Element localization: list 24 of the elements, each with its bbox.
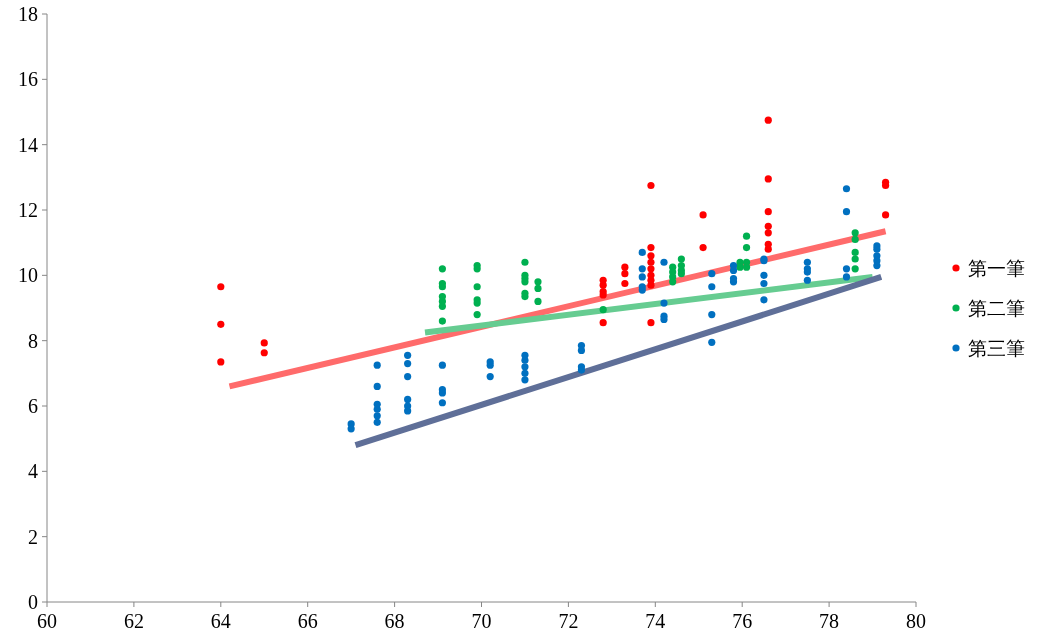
y-tick-label: 16: [18, 68, 38, 91]
x-tick-label: 80: [906, 610, 926, 632]
x-tick-label: 60: [37, 610, 57, 632]
y-tick-label: 10: [18, 264, 38, 287]
legend-label: 第三筆: [968, 337, 1025, 359]
y-tick-label: 0: [28, 591, 38, 613]
y-tick-label: 8: [28, 329, 38, 352]
x-tick-label: 72: [558, 610, 579, 632]
y-tick-label: 18: [18, 3, 38, 25]
x-tick-label: 64: [210, 610, 231, 632]
x-tick-label: 62: [123, 610, 144, 632]
legend-label: 第一筆: [968, 257, 1025, 279]
y-tick-label: 12: [18, 199, 38, 221]
x-tick-label: 74: [645, 610, 666, 632]
legend-label: 第二筆: [968, 297, 1025, 319]
x-tick-label: 76: [732, 610, 753, 632]
x-tick-label: 66: [297, 610, 318, 632]
y-tick-label: 4: [28, 460, 38, 483]
y-tick-label: 14: [18, 133, 38, 156]
x-tick-label: 68: [384, 610, 405, 632]
y-tick-label: 2: [28, 525, 38, 548]
y-tick-label: 6: [28, 395, 38, 417]
x-tick-label: 78: [819, 610, 840, 632]
x-tick-label: 70: [471, 610, 492, 632]
